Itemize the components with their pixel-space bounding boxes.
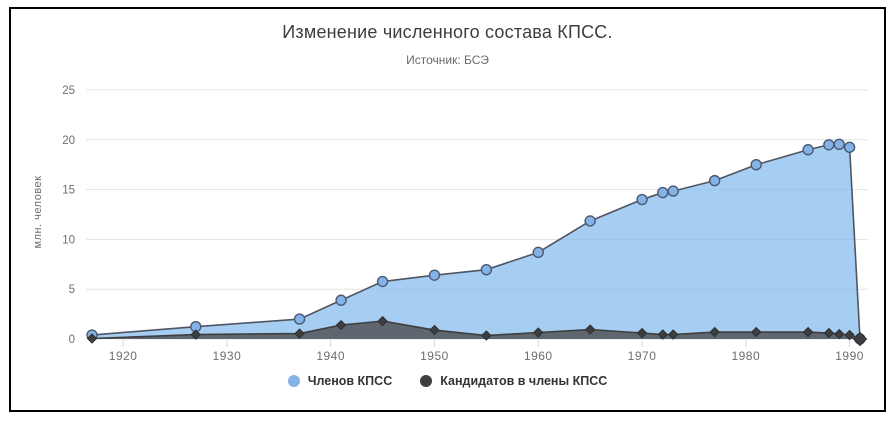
members-point-1988[interactable] — [823, 139, 835, 151]
y-tick-label-20: 20 — [62, 135, 75, 147]
candidates-point-1972[interactable] — [657, 329, 668, 340]
y-tick-label-0: 0 — [69, 334, 75, 346]
candidates-point-1990[interactable] — [844, 329, 855, 341]
candidates-point-1960[interactable] — [533, 327, 544, 338]
legend-item-candidates[interactable]: Кандидатов в члены КПСС — [420, 374, 607, 388]
x-tick-label-1980: 1980 — [731, 349, 760, 363]
members-point-1950[interactable] — [428, 269, 441, 281]
candidates-point-1955[interactable] — [481, 330, 492, 341]
candidates-legend-marker-icon — [420, 375, 433, 387]
legend-item-members-label: Членов КПСС — [307, 374, 393, 388]
x-tick-label-1970: 1970 — [628, 349, 657, 363]
members-area — [92, 144, 860, 339]
candidates-point-1981[interactable] — [750, 326, 762, 338]
members-point-1977[interactable] — [708, 174, 721, 187]
members-point-1965[interactable] — [584, 215, 596, 227]
candidates-point-1988[interactable] — [823, 327, 835, 339]
candidates-point-1917[interactable] — [86, 333, 98, 344]
members-point-1955[interactable] — [480, 263, 493, 276]
candidates-point-1989[interactable] — [834, 328, 845, 340]
members-point-1990[interactable] — [843, 141, 856, 153]
x-tick-label-1950: 1950 — [420, 349, 449, 363]
candidates-point-1970[interactable] — [636, 327, 648, 339]
members-legend-marker-icon — [287, 375, 300, 387]
chart-title: Изменение численного состава КПСС. — [282, 22, 613, 42]
members-point-1937[interactable] — [293, 313, 306, 325]
members-point-1972[interactable] — [657, 186, 669, 199]
members-point-1973[interactable] — [667, 185, 679, 197]
candidates-point-1945[interactable] — [377, 315, 388, 327]
candidates-point-1950[interactable] — [429, 324, 440, 336]
chart-subtitle: Источник: БСЭ — [406, 53, 489, 67]
legend-item-candidates-label: Кандидатов в члены КПСС — [440, 374, 608, 388]
y-tick-label-15: 15 — [62, 185, 75, 197]
x-tick-label-1940: 1940 — [316, 349, 345, 363]
y-tick-label-10: 10 — [62, 234, 75, 246]
legend: Членов КПСС Кандидатов в члены КПСС — [0, 374, 895, 388]
members-point-1960[interactable] — [532, 246, 544, 259]
members-point-1970[interactable] — [636, 193, 648, 206]
y-axis-title: млн. человек — [32, 175, 44, 249]
members-point-1986[interactable] — [802, 144, 814, 156]
candidates-point-1977[interactable] — [709, 326, 720, 338]
candidates-point-1973[interactable] — [667, 329, 679, 340]
candidates-point-1991[interactable] — [852, 331, 868, 347]
candidates-point-1941[interactable] — [335, 319, 347, 331]
members-point-1941[interactable] — [335, 294, 347, 306]
candidates-point-1927[interactable] — [190, 329, 201, 340]
x-tick-label-1960: 1960 — [524, 349, 553, 363]
candidates-point-1986[interactable] — [802, 326, 814, 338]
members-point-1989[interactable] — [833, 138, 845, 150]
legend-item-members[interactable]: Членов КПСС — [287, 374, 393, 388]
x-tick-label-1920: 1920 — [109, 349, 138, 363]
candidates-point-1965[interactable] — [584, 324, 596, 335]
y-tick-label-25: 25 — [62, 85, 75, 97]
candidates-point-1937[interactable] — [294, 328, 305, 339]
members-point-1945[interactable] — [376, 275, 389, 288]
members-point-1981[interactable] — [750, 158, 762, 171]
x-tick-label-1990: 1990 — [835, 349, 864, 363]
x-tick-label-1930: 1930 — [213, 349, 242, 363]
y-tick-label-5: 5 — [69, 284, 75, 296]
